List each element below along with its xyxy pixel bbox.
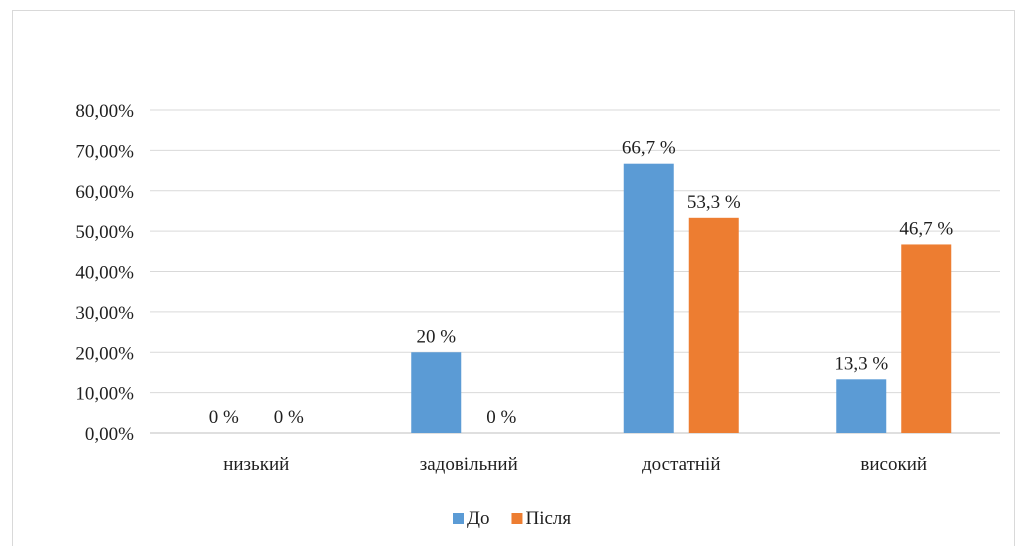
bars [411,163,952,434]
data-label: 66,7 % [622,138,676,159]
legend-swatch [453,513,464,524]
data-label: 46,7 % [899,218,953,239]
category-label: високий [860,454,927,475]
data-label: 13,3 % [834,353,888,374]
legend-label: До [467,508,489,529]
category-label: низький [223,454,289,475]
gridlines [150,109,1000,434]
legend-swatch [511,513,523,524]
bar [411,352,462,433]
y-tick-label: 60,00% [75,182,134,203]
legend-label: Після [525,508,571,529]
y-tick-label: 40,00% [75,263,134,284]
bar [901,244,952,433]
chart-frame [12,10,1015,546]
y-tick-label: 30,00% [75,303,134,324]
category-label: задовільний [420,454,518,475]
y-axis-ticks: 0,00% 10,00% 20,00% 30,00% 40,00% 50,00% 60,00… [75,101,134,445]
y-tick-label: 50,00% [75,222,134,243]
bar [623,163,674,434]
y-tick-label: 70,00% [75,141,134,162]
legend: До Після [453,508,571,529]
data-label: 20 % [416,326,456,347]
bar [836,379,887,433]
y-tick-label: 0,00% [85,424,134,445]
category-label: достатній [642,454,720,475]
data-labels: 0 % 0 % 20 % 0 % 66,7 % 53,3 % 13,3 % 46,7 % [209,138,954,428]
bar [688,217,739,433]
y-tick-label: 80,00% [75,101,134,122]
x-axis-categories: низький задовільний достатній високий [223,454,927,475]
data-label: 0 % [486,407,516,428]
data-label: 0 % [274,407,304,428]
y-tick-label: 10,00% [75,384,134,405]
data-label: 53,3 % [687,192,741,213]
y-tick-label: 20,00% [75,343,134,364]
data-label: 0 % [209,407,239,428]
